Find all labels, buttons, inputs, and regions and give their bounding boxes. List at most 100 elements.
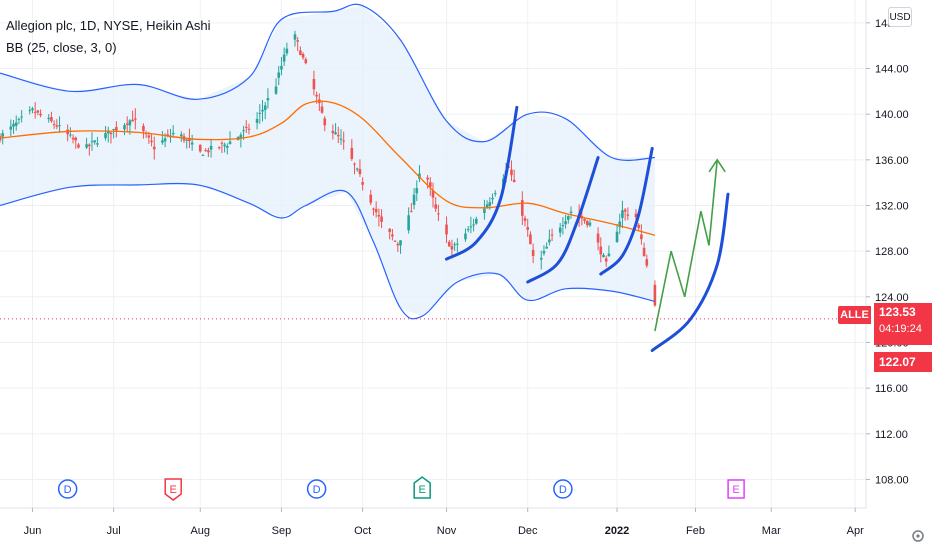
currency-button[interactable]: USD <box>888 7 912 27</box>
event-marker-earnings-upcoming[interactable]: E <box>727 479 745 499</box>
candle <box>607 245 611 257</box>
candle-body <box>134 118 137 120</box>
candle-body <box>188 138 191 142</box>
candle-body <box>510 169 513 176</box>
candle-body <box>634 213 638 218</box>
candle-body <box>131 119 134 122</box>
drawing-zigzag <box>654 159 718 332</box>
candle-body <box>548 239 551 243</box>
candle-body <box>412 194 416 205</box>
candle-body <box>604 258 608 262</box>
price-tick-label: 108.00 <box>875 474 909 486</box>
candle-body <box>355 168 359 170</box>
candle-body <box>380 216 383 222</box>
candle <box>47 114 51 123</box>
candle <box>244 120 248 133</box>
candle-body <box>450 246 454 250</box>
candle <box>280 57 283 76</box>
candle <box>58 116 61 133</box>
candle <box>28 106 32 115</box>
candle-body <box>282 54 286 62</box>
candle <box>640 224 643 245</box>
indicator-legend[interactable]: BB (25, close, 3, 0) <box>6 40 117 55</box>
time-tick-label: Jul <box>107 525 121 537</box>
candle <box>428 177 432 196</box>
candle-body <box>320 106 324 113</box>
candle-body <box>539 257 543 260</box>
candle-body <box>207 150 210 153</box>
candle-body <box>353 163 356 165</box>
candle <box>142 123 145 139</box>
candle <box>33 102 37 119</box>
candle-body <box>47 117 51 120</box>
candle-body <box>437 213 440 215</box>
candle-body <box>52 124 56 126</box>
candle-body <box>198 144 202 152</box>
candle <box>466 225 470 233</box>
candle-body <box>431 190 435 198</box>
candle <box>150 133 153 147</box>
price-tick-label: 128.00 <box>875 246 909 258</box>
candle <box>415 180 419 202</box>
candle <box>17 117 21 125</box>
candle-body <box>621 210 624 218</box>
candle-body <box>74 137 78 141</box>
candle-body <box>350 147 354 159</box>
candle <box>171 125 175 138</box>
earnings-icon <box>727 479 745 499</box>
event-marker-dividend[interactable]: D <box>553 479 573 499</box>
candle <box>304 57 308 65</box>
time-scale-bg <box>0 508 866 550</box>
candle-body <box>296 40 299 42</box>
event-marker-earnings[interactable]: E <box>164 478 182 501</box>
candle-body <box>531 249 535 257</box>
candle <box>653 280 657 307</box>
candle <box>369 189 373 206</box>
candle <box>301 52 305 60</box>
candle <box>374 201 378 218</box>
candle-body <box>377 215 381 217</box>
candle-body <box>529 234 532 245</box>
time-tick-label: Nov <box>437 525 457 537</box>
candle <box>372 207 375 216</box>
candle-body <box>447 242 451 247</box>
candle <box>399 240 402 254</box>
candle-body <box>93 140 97 143</box>
candle <box>255 112 259 130</box>
event-marker-dividend[interactable]: D <box>306 479 327 499</box>
candle-body <box>331 130 335 134</box>
candle <box>12 120 15 134</box>
chart-settings-icon[interactable] <box>876 520 932 550</box>
candle-body <box>596 233 600 243</box>
candle <box>539 250 543 270</box>
candle-body <box>637 224 640 229</box>
candle-body <box>545 246 548 249</box>
time-tick-label: Apr <box>847 525 864 537</box>
candle <box>96 136 99 147</box>
candle-body <box>464 233 467 240</box>
candle <box>623 207 627 221</box>
candle <box>523 215 527 227</box>
bar-countdown: 04:19:24 <box>879 323 922 335</box>
candle <box>201 154 205 156</box>
candle-body <box>599 246 603 255</box>
price-tick-label: 112.00 <box>875 429 908 441</box>
candle-body <box>36 110 40 113</box>
candle <box>642 242 646 257</box>
candle-body <box>561 225 565 227</box>
candle <box>431 182 435 208</box>
candle <box>134 108 137 130</box>
candle-body <box>115 127 118 131</box>
candle-body <box>483 208 486 214</box>
event-marker-earnings[interactable]: E <box>413 476 431 499</box>
candle-body <box>180 134 183 137</box>
candle <box>198 144 202 153</box>
candle-body <box>615 231 619 242</box>
candle-body <box>112 128 115 130</box>
event-marker-dividend[interactable]: D <box>57 479 78 499</box>
last-price-label: 123.53 04:19:24 <box>874 303 932 345</box>
candle-body <box>128 120 132 126</box>
candle-body <box>396 243 400 246</box>
candle <box>358 159 362 177</box>
